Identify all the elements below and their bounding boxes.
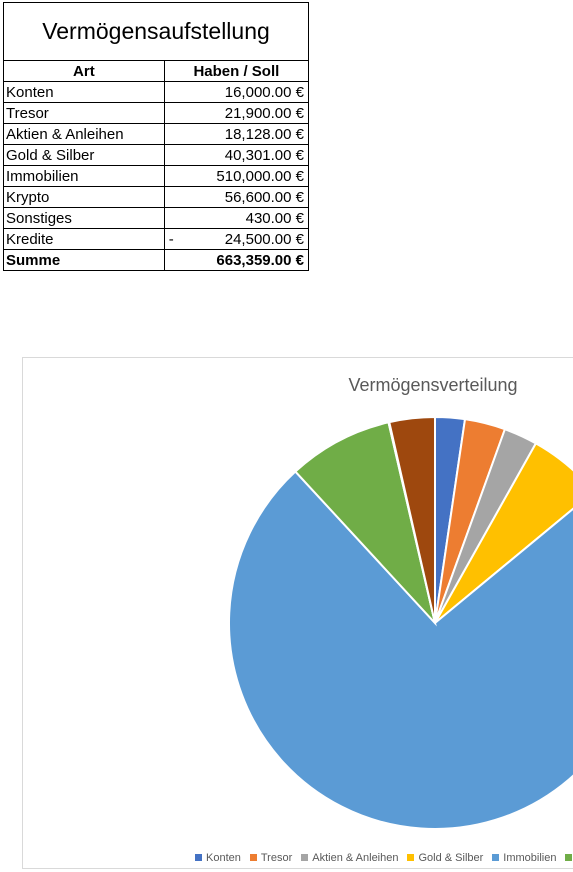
- row-value-cell: 430.00 €: [163, 207, 310, 229]
- row-value: 16,000.00 €: [224, 83, 304, 101]
- row-value: 18,128.00 €: [224, 125, 304, 143]
- legend-item: [565, 852, 573, 864]
- row-value-cell: 18,128.00 €: [163, 123, 310, 145]
- row-value-cell: 40,301.00 €: [163, 144, 310, 166]
- legend-label: Gold & Silber: [418, 852, 484, 864]
- legend-swatch: [195, 854, 202, 861]
- legend-swatch: [301, 854, 309, 861]
- header-value: Haben / Soll: [163, 60, 310, 82]
- table-row: Tresor 21,900.00 €: [3, 102, 310, 124]
- table-row: Kredite - 24,500.00 €: [3, 228, 310, 250]
- pie-chart-plot: [228, 415, 573, 830]
- table-row: Sonstiges 430.00 €: [3, 207, 310, 229]
- legend-item: Konten: [195, 852, 241, 864]
- pie-slice-7: [388, 415, 436, 624]
- legend-swatch: [565, 854, 573, 861]
- row-art: Immobilien: [3, 165, 165, 187]
- legend-item: Tresor: [249, 852, 293, 864]
- legend-swatch: [249, 854, 257, 861]
- legend-label: Immobilien: [503, 852, 557, 864]
- table-row: Immobilien 510,000.00 €: [3, 165, 310, 187]
- row-value: 56,600.00 €: [224, 188, 304, 206]
- row-art: Aktien & Anleihen: [3, 123, 165, 145]
- row-value-cell: 21,900.00 €: [163, 102, 310, 124]
- pie-chart: Vermögensverteilung Konten Tresor Aktien &…: [22, 357, 573, 869]
- row-art: Tresor: [3, 102, 165, 124]
- table-title-row: Vermögensaufstellung: [3, 2, 309, 61]
- chart-legend: Konten Tresor Aktien & Anleihen Gold & Silb…: [195, 852, 573, 864]
- asset-table: Vermögensaufstellung Art Haben / Soll Ko…: [3, 2, 310, 271]
- row-art: Kredite: [3, 228, 165, 250]
- table-header-row: Art Haben / Soll: [3, 60, 310, 82]
- pie-slice-4: [228, 470, 573, 830]
- row-value-cell: 16,000.00 €: [163, 81, 310, 103]
- row-value: 510,000.00 €: [216, 167, 304, 185]
- header-art: Art: [3, 60, 165, 82]
- table-row: Krypto 56,600.00 €: [3, 186, 310, 208]
- total-label: Summe: [3, 249, 165, 271]
- table-row: Gold & Silber 40,301.00 €: [3, 144, 310, 166]
- table-title: Vermögensaufstellung: [3, 2, 309, 61]
- row-value: 24,500.00 €: [224, 230, 304, 248]
- row-value-cell: - 24,500.00 €: [163, 228, 310, 250]
- legend-label: Tresor: [260, 852, 293, 864]
- legend-item: Gold & Silber: [407, 852, 483, 864]
- legend-item: Immobilien: [492, 852, 556, 864]
- row-value: 430.00 €: [245, 209, 304, 227]
- row-art: Gold & Silber: [3, 144, 165, 166]
- row-sign: -: [168, 230, 174, 248]
- legend-item: Aktien & Anleihen: [301, 852, 398, 864]
- legend-swatch: [492, 854, 500, 861]
- pie-slice-3: [434, 442, 573, 624]
- table-row: Aktien & Anleihen 18,128.00 €: [3, 123, 310, 145]
- row-value-cell: 510,000.00 €: [163, 165, 310, 187]
- table-row: Konten 16,000.00 €: [3, 81, 310, 103]
- row-value-cell: 56,600.00 €: [163, 186, 310, 208]
- legend-label: Konten: [206, 852, 241, 864]
- row-art: Konten: [3, 81, 165, 103]
- row-art: Sonstiges: [3, 207, 165, 229]
- legend-swatch: [407, 854, 415, 861]
- total-value: 663,359.00 €: [163, 249, 310, 271]
- chart-title: Vermögensverteilung: [348, 375, 518, 395]
- row-value: 40,301.00 €: [224, 146, 304, 164]
- total-row: Summe 663,359.00 €: [3, 249, 310, 271]
- asset-table-container: Vermögensaufstellung Art Haben / Soll Ko…: [3, 2, 310, 271]
- legend-label: Aktien & Anleihen: [312, 852, 399, 864]
- row-value: 21,900.00 €: [224, 104, 304, 122]
- row-art: Krypto: [3, 186, 165, 208]
